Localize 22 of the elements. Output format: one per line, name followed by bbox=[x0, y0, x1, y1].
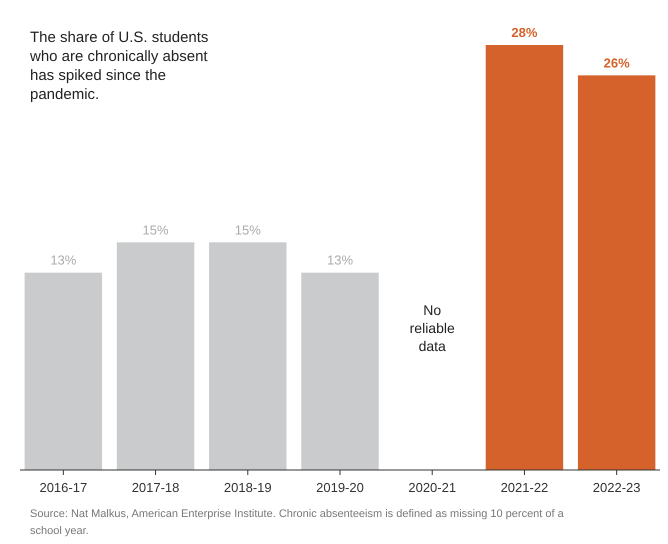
x-tick-label: 2018-19 bbox=[224, 480, 272, 495]
x-tick-label: 2017-18 bbox=[132, 480, 180, 495]
bar bbox=[578, 75, 656, 470]
x-tick-label: 2019-20 bbox=[316, 480, 364, 495]
bar bbox=[24, 272, 102, 470]
annotation: No reliable data bbox=[410, 302, 455, 354]
data-label: 15% bbox=[234, 222, 262, 238]
x-tick-label: 2022-23 bbox=[592, 480, 641, 495]
bar bbox=[486, 45, 564, 470]
bar bbox=[209, 242, 287, 470]
x-tick-label: 2020-21 bbox=[408, 480, 456, 495]
x-tick-label: 2016-17 bbox=[39, 480, 88, 495]
x-tick-label: 2021-22 bbox=[500, 480, 548, 495]
bar bbox=[116, 242, 194, 470]
data-label: 28% bbox=[511, 25, 538, 40]
source-note: Source: Nat Malkus, American Enterprise Institute. Chronic absenteeism is defined as missing 10 percent of a school year. bbox=[30, 508, 565, 537]
text: The share of U.S. students who are chronically absent has spiked since the pandemic. bbox=[29, 29, 208, 103]
data-label: 15% bbox=[142, 222, 170, 238]
bar bbox=[301, 272, 379, 470]
data-label: 26% bbox=[604, 55, 630, 70]
data-label: 13% bbox=[326, 252, 354, 268]
data-label: 13% bbox=[50, 252, 77, 268]
